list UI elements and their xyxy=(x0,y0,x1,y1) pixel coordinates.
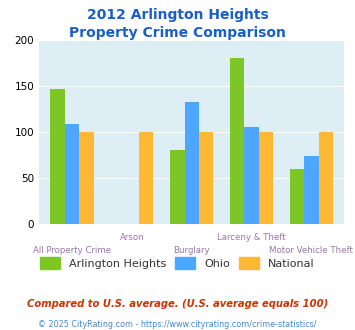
Bar xyxy=(304,156,318,224)
Legend: Arlington Heights, Ohio, National: Arlington Heights, Ohio, National xyxy=(36,253,319,273)
Text: Larceny & Theft: Larceny & Theft xyxy=(217,233,286,242)
Text: Motor Vehicle Theft: Motor Vehicle Theft xyxy=(269,246,353,255)
Text: 2012 Arlington Heights: 2012 Arlington Heights xyxy=(87,8,268,22)
Bar xyxy=(199,132,213,224)
Bar xyxy=(170,150,185,224)
Text: © 2025 CityRating.com - https://www.cityrating.com/crime-statistics/: © 2025 CityRating.com - https://www.city… xyxy=(38,320,317,329)
Text: All Property Crime: All Property Crime xyxy=(33,246,111,255)
Bar xyxy=(230,58,244,224)
Bar xyxy=(65,124,79,224)
Bar xyxy=(185,102,199,224)
Text: Property Crime Comparison: Property Crime Comparison xyxy=(69,26,286,40)
Bar xyxy=(139,132,153,224)
Bar xyxy=(259,132,273,224)
Text: Arson: Arson xyxy=(120,233,144,242)
Bar xyxy=(244,127,259,224)
Bar xyxy=(79,132,93,224)
Text: Burglary: Burglary xyxy=(173,246,210,255)
Bar xyxy=(290,169,304,224)
Bar xyxy=(50,88,65,224)
Bar xyxy=(318,132,333,224)
Text: Compared to U.S. average. (U.S. average equals 100): Compared to U.S. average. (U.S. average … xyxy=(27,299,328,309)
